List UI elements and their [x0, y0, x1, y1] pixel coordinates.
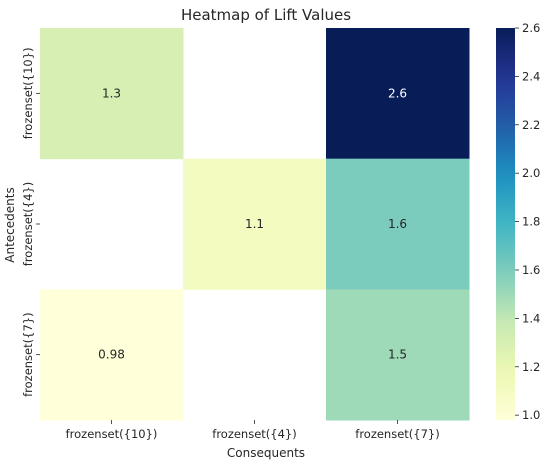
colorbar-tick-label: 2.0 [522, 166, 540, 180]
y-tick-label: frozenset({10}) [21, 47, 35, 139]
colorbar-gradient [496, 28, 515, 420]
y-tick-labels: frozenset({10}) frozenset({4}) frozenset({… [21, 47, 40, 397]
x-tick-label: frozenset({10}) [66, 427, 158, 441]
chart-title: Heatmap of Lift Values [181, 6, 351, 24]
heatmap-cells [40, 28, 470, 421]
colorbar-tick-label: 1.0 [522, 408, 540, 422]
colorbar-tick-label: 1.2 [522, 360, 540, 374]
x-tick-labels: frozenset({10}) frozenset({4}) frozenset({… [66, 420, 440, 441]
x-tick-label: frozenset({4}) [212, 427, 296, 441]
heatmap-cell [183, 158, 327, 290]
cell-value-label: 2.6 [388, 86, 407, 100]
colorbar: 1.0 1.2 1.4 1.6 1.8 2.0 2.2 2.4 2.6 [496, 21, 540, 422]
heatmap-cell [40, 28, 184, 160]
colorbar-tick-label: 1.8 [522, 215, 540, 229]
x-axis-label: Consequents [227, 446, 305, 460]
colorbar-tick-label: 2.4 [522, 69, 540, 83]
colorbar-tick-label: 1.4 [522, 311, 540, 325]
y-tick-label: frozenset({4}) [21, 182, 35, 266]
heatmap-cell [326, 28, 470, 160]
heatmap-cell-labels: 1.3 2.6 1.1 1.6 0.98 1.5 [98, 86, 407, 361]
y-axis-label: Antecedents [3, 187, 17, 262]
cell-value-label: 0.98 [98, 348, 125, 362]
cell-value-label: 1.5 [388, 348, 407, 362]
heatmap-cell [326, 158, 470, 290]
y-tick-label: frozenset({7}) [21, 312, 35, 396]
heatmap-cell [40, 289, 184, 421]
cell-value-label: 1.3 [102, 86, 121, 100]
cell-value-label: 1.1 [245, 217, 264, 231]
colorbar-tick-label: 2.6 [522, 21, 540, 35]
heatmap-cell [326, 289, 470, 421]
colorbar-tick-label: 2.2 [522, 118, 540, 132]
x-tick-label: frozenset({7}) [355, 427, 439, 441]
cell-value-label: 1.6 [388, 217, 407, 231]
colorbar-tick-label: 1.6 [522, 263, 540, 277]
